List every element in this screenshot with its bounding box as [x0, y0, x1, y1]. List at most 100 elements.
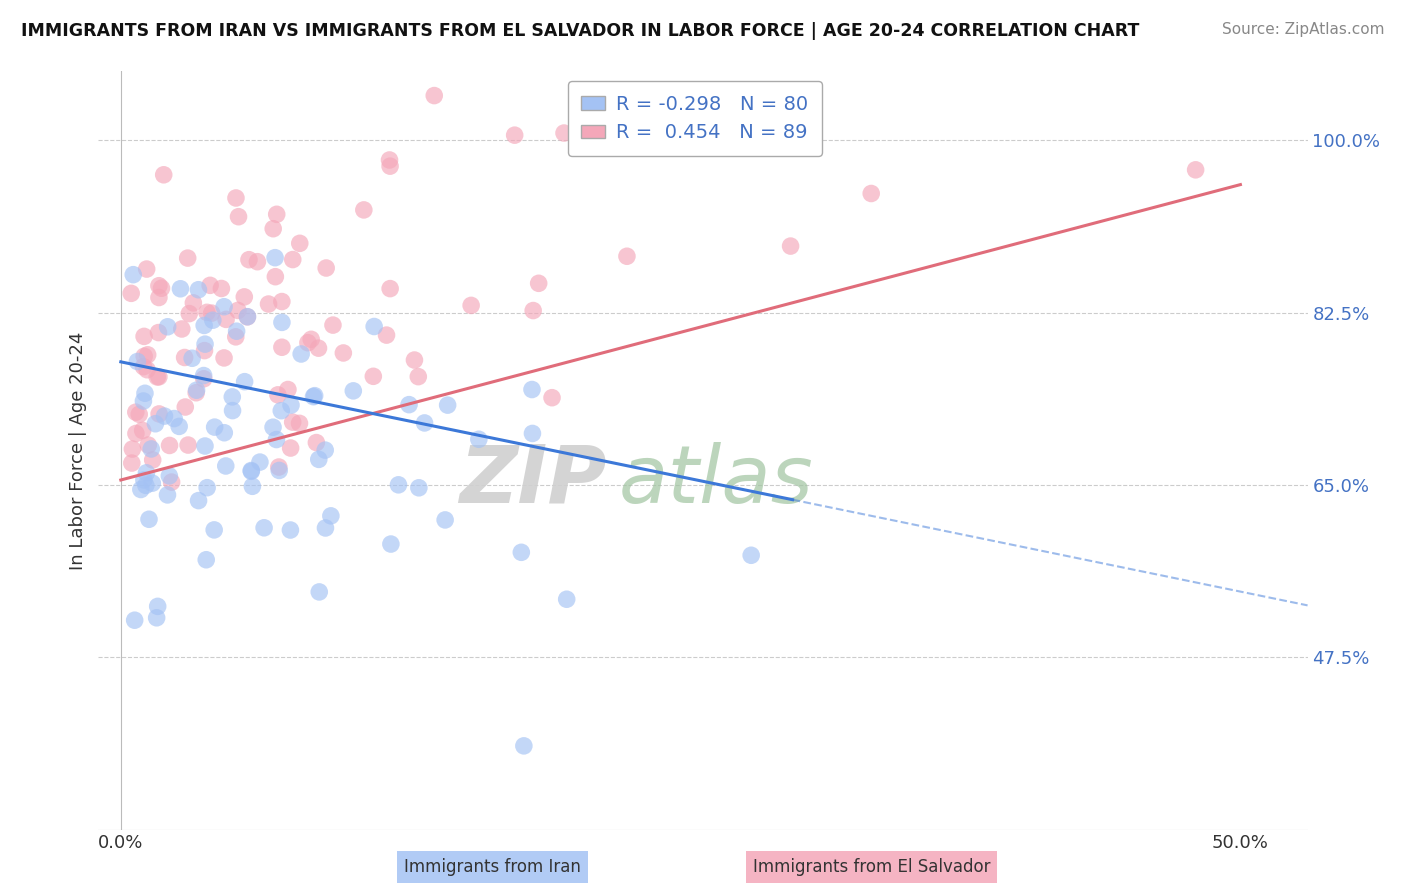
Point: [195, 553, 218, 567]
Point: [193, 343, 215, 358]
Point: [460, 298, 482, 312]
Point: [194, 337, 217, 351]
Point: [204, 420, 226, 434]
Point: [193, 372, 215, 386]
Point: [342, 384, 364, 398]
Text: IMMIGRANTS FROM IRAN VS IMMIGRANTS FROM EL SALVADOR IN LABOR FORCE | AGE 20-24 C: IMMIGRANTS FROM IRAN VS IMMIGRANTS FROM …: [21, 22, 1139, 40]
Point: [522, 303, 544, 318]
Point: [408, 369, 430, 384]
Point: [233, 290, 256, 304]
Point: [198, 278, 221, 293]
Point: [142, 453, 165, 467]
Point: [510, 545, 533, 559]
Point: [527, 277, 550, 291]
Point: [266, 207, 288, 221]
Point: [299, 332, 322, 346]
Point: [314, 443, 336, 458]
Point: [740, 549, 762, 563]
Point: [249, 455, 271, 469]
Point: [186, 383, 208, 397]
Point: [236, 310, 259, 324]
Point: [281, 252, 304, 267]
Point: [160, 475, 183, 489]
Point: [209, 281, 232, 295]
Point: [135, 478, 157, 492]
Point: [125, 426, 148, 441]
Y-axis label: In Labor Force | Age 20-24: In Labor Force | Age 20-24: [69, 331, 87, 570]
Point: [267, 460, 290, 475]
Point: [322, 318, 344, 332]
Point: [387, 478, 409, 492]
Point: [195, 481, 218, 495]
Point: [404, 353, 426, 368]
Point: [148, 407, 170, 421]
Point: [169, 282, 191, 296]
Point: [319, 508, 342, 523]
Point: [246, 254, 269, 268]
Point: [174, 400, 197, 414]
Point: [215, 312, 238, 326]
Point: [187, 493, 209, 508]
Point: [297, 335, 319, 350]
Point: [288, 236, 311, 251]
Point: [129, 483, 152, 497]
Point: [233, 375, 256, 389]
Point: [214, 425, 236, 440]
Point: [513, 739, 536, 753]
Point: [262, 221, 284, 235]
Point: [138, 512, 160, 526]
Point: [146, 599, 169, 614]
Point: [270, 294, 292, 309]
Point: [141, 442, 163, 456]
Point: [236, 310, 259, 324]
Legend: R = -0.298   N = 80, R =  0.454   N = 89: R = -0.298 N = 80, R = 0.454 N = 89: [568, 81, 823, 156]
Point: [304, 389, 326, 403]
Point: [181, 351, 204, 366]
Point: [152, 168, 174, 182]
Point: [201, 306, 224, 320]
Point: [132, 473, 155, 487]
Point: [187, 283, 209, 297]
Point: [378, 153, 401, 167]
Point: [212, 300, 235, 314]
Point: [413, 416, 436, 430]
Point: [363, 369, 385, 384]
Point: [146, 370, 169, 384]
Point: [308, 452, 330, 467]
Point: [281, 415, 304, 429]
Text: Source: ZipAtlas.com: Source: ZipAtlas.com: [1222, 22, 1385, 37]
Point: [170, 322, 193, 336]
Point: [212, 351, 235, 365]
Point: [264, 251, 287, 265]
Point: [1184, 162, 1206, 177]
Point: [434, 513, 457, 527]
Point: [238, 252, 260, 267]
Text: Immigrants from Iran: Immigrants from Iran: [404, 858, 581, 876]
Point: [195, 305, 218, 319]
Point: [541, 391, 564, 405]
Point: [136, 438, 159, 452]
Point: [153, 409, 176, 423]
Point: [134, 349, 156, 363]
Point: [290, 347, 312, 361]
Point: [221, 403, 243, 417]
Point: [221, 390, 243, 404]
Point: [135, 466, 157, 480]
Point: [228, 210, 250, 224]
Point: [226, 303, 249, 318]
Point: [266, 433, 288, 447]
Point: [157, 468, 180, 483]
Point: [264, 269, 287, 284]
Point: [159, 438, 181, 452]
Point: [270, 340, 292, 354]
Point: [128, 407, 150, 421]
Point: [121, 442, 143, 456]
Point: [305, 435, 328, 450]
Point: [225, 330, 247, 344]
Point: [176, 251, 198, 265]
Text: ZIP: ZIP: [458, 442, 606, 520]
Point: [555, 592, 578, 607]
Text: atlas: atlas: [619, 442, 813, 520]
Point: [240, 464, 263, 478]
Point: [280, 441, 302, 455]
